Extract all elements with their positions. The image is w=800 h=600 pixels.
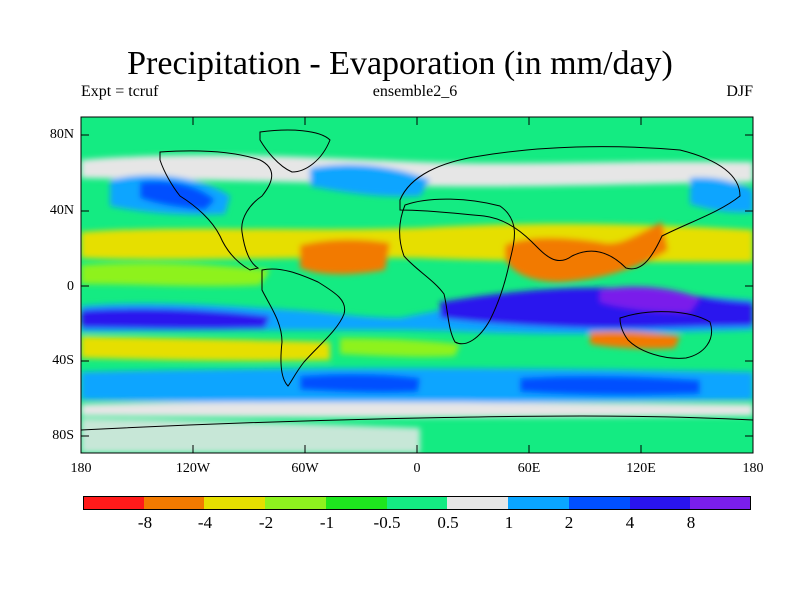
lon-label-120w: 120W xyxy=(175,461,211,476)
colorbar-label: 2 xyxy=(564,513,574,532)
colorbar-label: -8 xyxy=(137,513,153,532)
colorbar-swatch xyxy=(83,496,145,510)
field-contours xyxy=(81,155,753,453)
lon-label-180e: 180 xyxy=(742,461,764,476)
wet-pacific-s xyxy=(81,308,270,329)
colorbar-swatch xyxy=(568,496,631,510)
colorbar-swatch xyxy=(204,496,266,510)
lon-label-0: 0 xyxy=(413,461,421,476)
north-america xyxy=(159,150,273,271)
south-america xyxy=(261,268,346,387)
polar-band-s xyxy=(81,401,753,418)
lat-label-80n: 80N xyxy=(49,127,74,142)
australia xyxy=(619,311,712,359)
dry-s-indian xyxy=(590,331,680,349)
colorbar-swatch xyxy=(143,496,205,510)
antarctic-grey xyxy=(81,418,420,453)
wet-maritime-continent xyxy=(600,286,700,312)
lon-label-60w: 60W xyxy=(291,461,319,476)
storm-track-n-pacific-core xyxy=(140,180,215,210)
antarctica-coast xyxy=(81,415,753,431)
colorbar-label: 1 xyxy=(504,513,514,532)
dry-atlantic-n xyxy=(300,239,390,275)
eurasia xyxy=(399,146,741,270)
colorbar-swatch xyxy=(508,496,570,510)
band-n-moist xyxy=(81,262,270,287)
season-label: DJF xyxy=(726,83,753,100)
colorbar-swatch xyxy=(447,496,509,510)
polar-band-n xyxy=(81,155,753,187)
lon-label-120e: 120E xyxy=(626,461,656,476)
colorbar-label: -4 xyxy=(197,513,213,532)
lat-label-80s: 80S xyxy=(52,428,74,443)
colorbar-label: 0.5 xyxy=(437,513,459,532)
ensemble-label: ensemble2_6 xyxy=(372,83,458,100)
axis-ticks xyxy=(80,117,754,453)
greenland xyxy=(259,129,331,173)
storm-track-n-atlantic xyxy=(310,164,430,197)
storm-track-s-core-1 xyxy=(300,373,420,393)
colorbar-label: -2 xyxy=(258,513,274,532)
africa xyxy=(399,198,515,345)
colorbar-swatch xyxy=(629,496,691,510)
experiment-label: Expt = tcruf xyxy=(81,83,159,100)
map-title: Precipitation - Evaporation (in mm/day) xyxy=(127,45,673,82)
storm-track-s-core-2 xyxy=(520,375,700,396)
lon-label-180w: 180 xyxy=(70,461,92,476)
colorbar-swatch xyxy=(325,496,388,510)
lat-label-40n: 40N xyxy=(49,203,74,218)
colorbar-label: -1 xyxy=(319,513,335,532)
lat-label-40s: 40S xyxy=(52,353,74,368)
band-s-subtropic-pacific xyxy=(81,336,330,361)
colorbar-swatch xyxy=(386,496,448,510)
lat-label-equator: 0 xyxy=(67,279,74,294)
storm-track-nw-pacific xyxy=(690,177,753,213)
coastlines xyxy=(81,129,753,431)
lon-label-60e: 60E xyxy=(517,461,541,476)
dry-arabia-india xyxy=(505,222,668,282)
colorbar-swatch xyxy=(690,496,752,510)
colorbar-label: 8 xyxy=(686,513,696,532)
colorbar-swatch xyxy=(265,496,327,510)
band-s-atlantic xyxy=(340,338,460,357)
colorbar-label: -0.5 xyxy=(373,513,401,532)
colorbar-label: 4 xyxy=(625,513,635,532)
